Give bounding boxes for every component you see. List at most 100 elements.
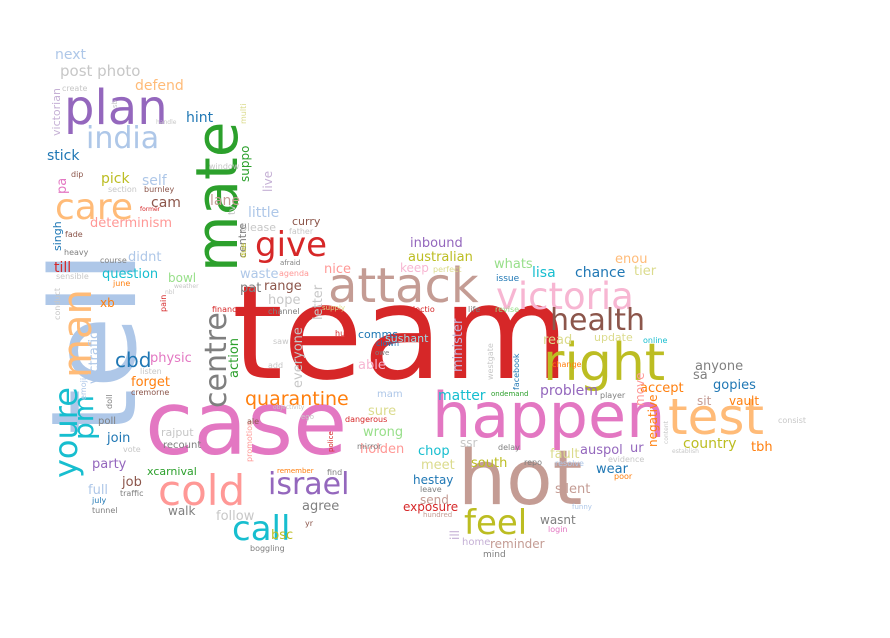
word-vault: vault	[729, 394, 760, 408]
word-suppo: suppo	[238, 145, 252, 182]
word-join: join	[107, 431, 131, 446]
word-emoji: emoji	[79, 377, 88, 400]
word-yr: yr	[305, 519, 314, 528]
word-home: home	[462, 537, 491, 548]
word-cold: cold	[158, 466, 246, 515]
word-objectivity: objectivity	[273, 404, 305, 411]
word-victrafic: victrafic	[87, 331, 102, 384]
word-curry: curry	[292, 215, 321, 228]
word-multi: multi	[239, 103, 248, 124]
word-sure: sure	[368, 404, 397, 419]
word-tbh: tbh	[751, 440, 773, 455]
word-south: south	[471, 456, 508, 471]
word-conduct: conduct	[53, 287, 62, 320]
word-case: case	[145, 372, 348, 475]
word-mirror: mirror	[357, 442, 382, 451]
word-xcarnival: xcarnival	[147, 465, 197, 478]
word-delay: delay	[498, 443, 520, 452]
word-repo: repo	[524, 458, 543, 467]
word-test: test	[668, 388, 765, 446]
word-feel: feel	[464, 503, 528, 543]
word-section: section	[108, 185, 137, 194]
word-issue: issue	[496, 274, 520, 284]
word-right: right	[543, 333, 666, 393]
word-july: july	[92, 496, 107, 505]
word-auspol: auspol	[580, 443, 623, 458]
word-hundred: hundred	[423, 511, 453, 519]
word-cbd: cbd	[115, 348, 152, 372]
word-inbound: inbound	[410, 236, 463, 251]
word-burnley: burnley	[144, 185, 175, 194]
word-israel: israel	[268, 467, 350, 502]
word-leave: leave	[420, 485, 442, 494]
word-evidence: evidence	[608, 455, 645, 464]
word-pa: pa	[55, 177, 70, 194]
word-owe: owe	[375, 349, 390, 357]
word-traffic: traffic	[120, 489, 144, 498]
word-father: father	[289, 227, 314, 236]
word-ondemand: ondemand	[491, 390, 529, 398]
word-silent: silent	[555, 482, 591, 497]
word-electio: electio	[408, 305, 435, 314]
word-tunnel: tunnel	[92, 506, 118, 515]
word-accept: accept	[640, 381, 684, 396]
word-resolve: resolve	[555, 459, 584, 468]
word-pain: pain	[159, 294, 168, 312]
word-fault: fault	[550, 447, 580, 462]
word-poll: poll	[98, 416, 117, 427]
word-player: player	[600, 391, 626, 400]
word-ale: ale	[247, 417, 260, 426]
word-job: job	[122, 475, 142, 490]
word-quarantine: quarantine	[245, 388, 349, 410]
word-june: june	[113, 279, 131, 288]
word-course: course	[100, 256, 127, 265]
word-wear: wear	[596, 462, 628, 477]
word-victorian: victorian	[50, 88, 63, 136]
word-establish: establish	[672, 448, 699, 455]
word-vote: vote	[123, 445, 141, 454]
word-boggling: boggling	[250, 544, 285, 553]
word-rajput: rajput	[161, 426, 194, 439]
word-lisa: lisa	[532, 265, 556, 281]
word-bsc: bsc	[271, 528, 294, 543]
word-dangerous: dangerous	[345, 415, 388, 424]
word-action: action	[227, 337, 242, 378]
word-police: police	[327, 431, 335, 452]
word-life: life	[468, 305, 481, 314]
word-cam: cam	[151, 195, 181, 211]
word-login: login	[548, 525, 568, 534]
word-channel: channel	[268, 307, 300, 316]
word-lane: lane	[210, 193, 240, 209]
word-chop: chop	[418, 444, 450, 459]
word-hot: hot	[458, 433, 583, 522]
word-waste: waste	[240, 267, 279, 282]
word-enou: enou	[615, 252, 648, 267]
word-physic: physic	[150, 351, 192, 366]
word-health: health	[550, 303, 645, 338]
word-victoria: victoria	[496, 275, 634, 318]
word-tier: tier	[634, 264, 657, 279]
word-question: question	[102, 267, 159, 282]
word-change: change	[552, 360, 582, 369]
word-read: read	[543, 333, 573, 348]
word-doll: doll	[105, 394, 114, 409]
word-full: full	[88, 483, 109, 498]
word-self: self	[142, 173, 167, 189]
word-funny: funny	[572, 503, 592, 511]
word-pick: pick	[101, 171, 130, 187]
word-plan: plan	[64, 80, 168, 136]
word-send: send	[420, 493, 449, 507]
word-happen: happen	[432, 379, 666, 452]
word-didnt: didnt	[128, 250, 162, 265]
word-cremorne: cremorne	[131, 388, 170, 397]
word-hint: hint	[186, 110, 214, 126]
word-poor: poor	[614, 472, 633, 481]
word-range: range	[264, 279, 302, 294]
word-fade: fade	[65, 230, 83, 239]
word-australian: australian	[408, 250, 473, 265]
word-ego: ego	[301, 413, 315, 421]
word-add: add	[268, 361, 284, 370]
word-follow: follow	[216, 509, 255, 524]
word-agenda: agenda	[279, 269, 309, 278]
